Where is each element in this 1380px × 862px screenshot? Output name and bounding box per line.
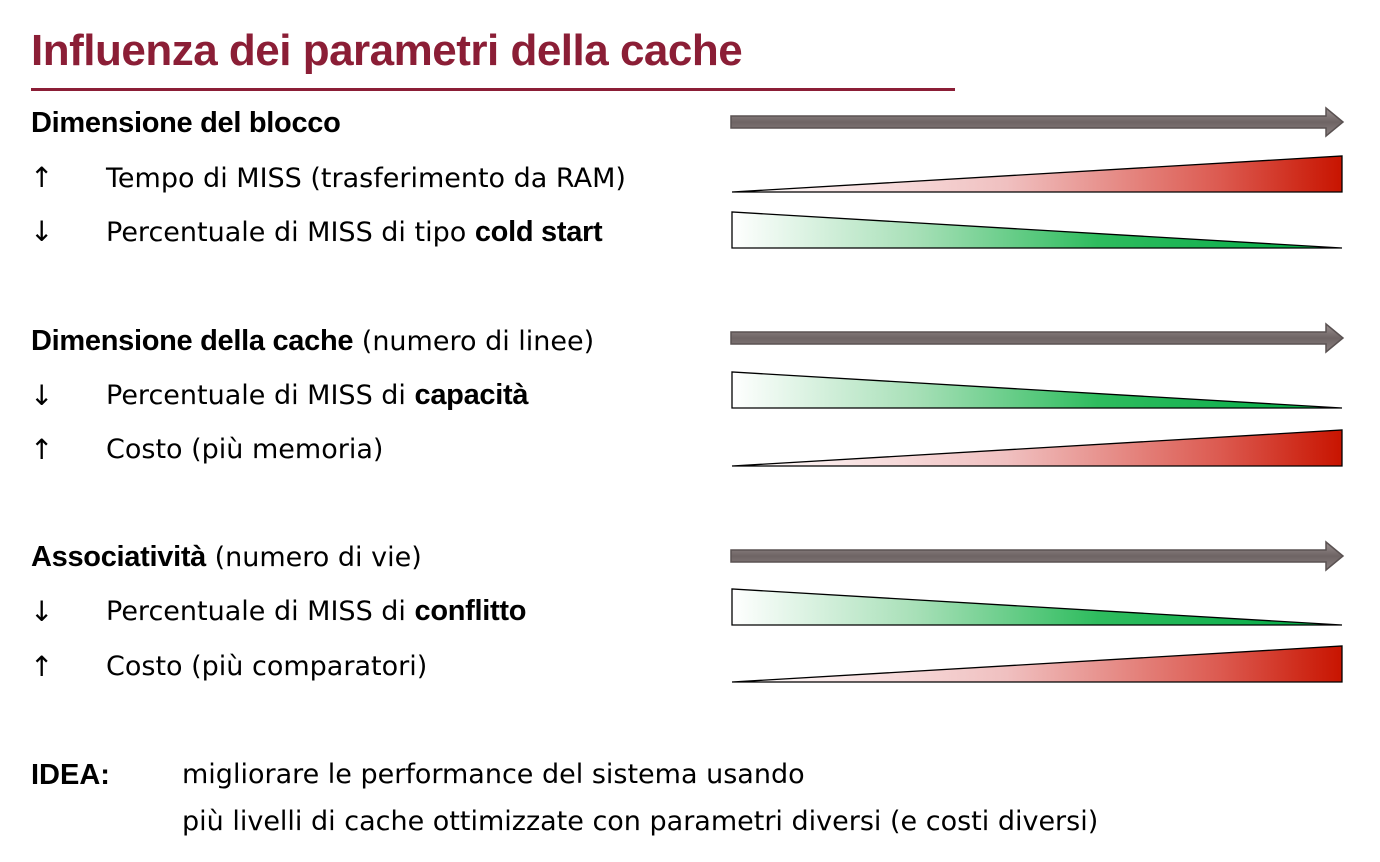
item-miss-time: Tempo di MISS (trasferimento da RAM) xyxy=(106,162,626,195)
idea-line-1: migliorare le performance del sistema us… xyxy=(182,759,805,790)
item-comparator-cost: Costo (più comparatori) xyxy=(106,650,427,683)
item-text: Costo (più memoria) xyxy=(106,434,384,465)
down-arrow-icon: ↓ xyxy=(30,595,54,628)
section-heading-note: (numero di linee) xyxy=(353,326,595,357)
item-text: Percentuale di MISS di xyxy=(106,596,415,627)
item-cold-start: Percentuale di MISS di tipo cold start xyxy=(106,216,603,249)
item-text: Tempo di MISS (trasferimento da RAM) xyxy=(106,163,626,194)
item-text: Costo (più comparatori) xyxy=(106,651,428,682)
section-heading-block-size: Dimensione del blocco xyxy=(31,107,341,140)
down-arrow-icon: ↓ xyxy=(30,379,54,412)
section-heading-associativity: Associatività (numero di vie) xyxy=(31,541,422,574)
section-heading-cache-size: Dimensione della cache (numero di linee) xyxy=(31,325,594,358)
progress-arrow-graphic xyxy=(730,322,1345,354)
page-title: Influenza dei parametri della cache xyxy=(31,26,743,75)
section-heading-text: Dimensione della cache xyxy=(31,325,354,357)
section-heading-note: (numero di vie) xyxy=(206,542,422,573)
item-memory-cost: Costo (più memoria) xyxy=(106,433,383,466)
increase-wedge-graphic xyxy=(731,155,1343,193)
up-arrow-icon: ↑ xyxy=(30,161,54,194)
idea-line-2: più livelli di cache ottimizzate con par… xyxy=(182,806,1099,837)
item-emphasis: conflitto xyxy=(414,595,527,627)
item-capacity-miss: Percentuale di MISS di capacità xyxy=(106,379,528,412)
increase-wedge-graphic xyxy=(731,429,1343,467)
increase-wedge-graphic xyxy=(731,645,1343,683)
section-heading-text: Dimensione del blocco xyxy=(31,107,341,139)
decrease-wedge-graphic xyxy=(731,371,1343,409)
decrease-wedge-graphic xyxy=(731,211,1343,249)
decrease-wedge-graphic xyxy=(731,588,1343,626)
progress-arrow-graphic xyxy=(730,106,1345,138)
item-text: Percentuale di MISS di tipo xyxy=(106,217,475,248)
idea-label: IDEA: xyxy=(31,759,110,791)
item-text: Percentuale di MISS di xyxy=(106,380,415,411)
item-emphasis: cold start xyxy=(474,216,603,248)
item-emphasis: capacità xyxy=(414,379,529,411)
up-arrow-icon: ↑ xyxy=(30,433,54,466)
section-heading-text: Associatività xyxy=(31,541,207,573)
item-conflict-miss: Percentuale di MISS di conflitto xyxy=(106,595,526,628)
down-arrow-icon: ↓ xyxy=(30,215,54,248)
up-arrow-icon: ↑ xyxy=(30,650,54,683)
progress-arrow-graphic xyxy=(730,540,1345,572)
title-underline xyxy=(31,88,955,91)
